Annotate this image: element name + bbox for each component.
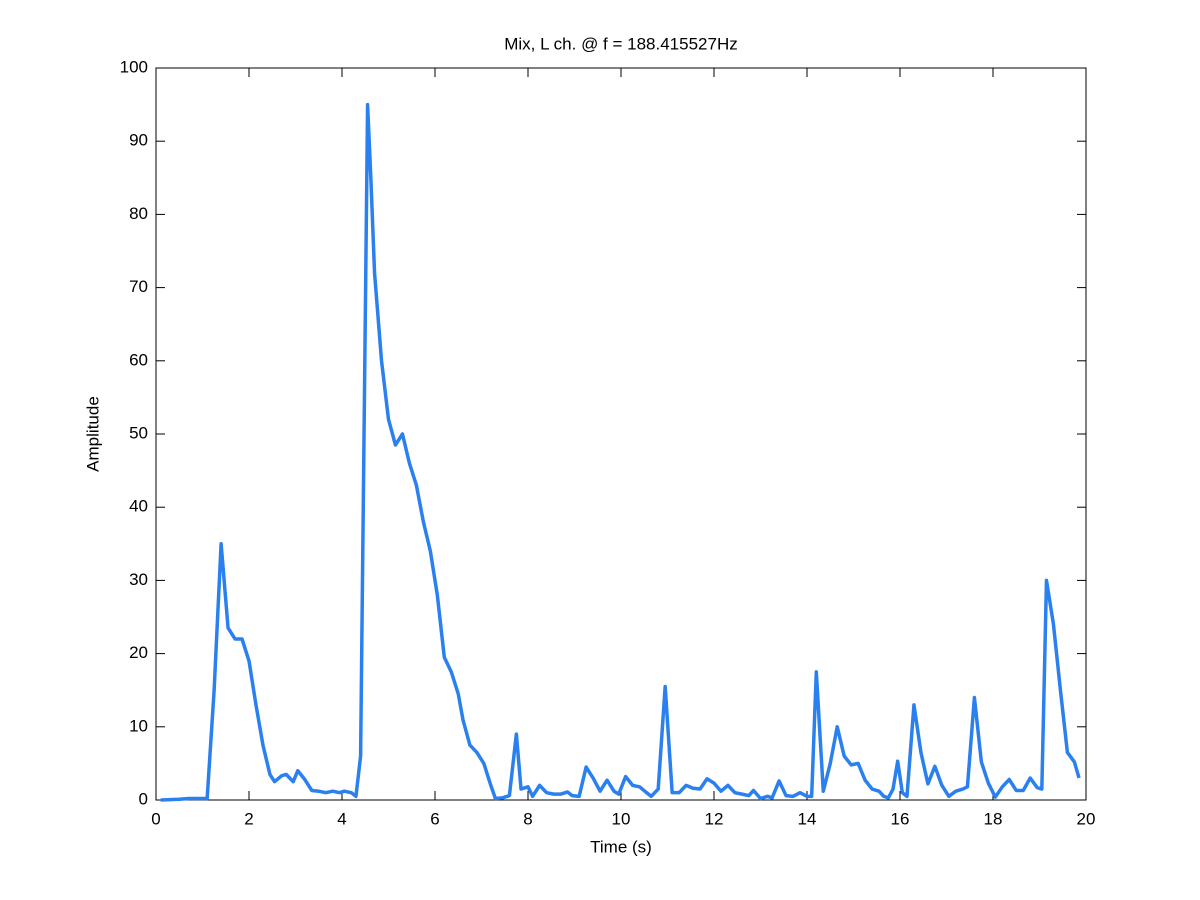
y-tick-label: 20: [129, 643, 148, 662]
x-tick-label: 6: [430, 809, 439, 828]
y-tick-label: 100: [120, 57, 148, 76]
chart-title: Mix, L ch. @ f = 188.415527Hz: [504, 34, 738, 53]
data-line: [160, 102, 1081, 802]
x-tick-label: 4: [337, 809, 346, 828]
x-tick-label: 2: [244, 809, 253, 828]
x-tick-label: 0: [151, 809, 160, 828]
y-tick-label: 40: [129, 497, 148, 516]
y-axis-label: Amplitude: [83, 396, 102, 472]
x-tick-label: 16: [891, 809, 910, 828]
y-tick-label: 0: [139, 789, 148, 808]
x-tick-label: 20: [1077, 809, 1096, 828]
x-tick-label: 18: [984, 809, 1003, 828]
x-axis-label: Time (s): [590, 837, 652, 856]
y-tick-label: 90: [129, 131, 148, 150]
y-tick-label: 80: [129, 204, 148, 223]
x-tick-label: 12: [705, 809, 724, 828]
x-tick-label: 14: [798, 809, 817, 828]
x-tick-label: 10: [612, 809, 631, 828]
y-tick-label: 60: [129, 350, 148, 369]
y-tick-label: 10: [129, 716, 148, 735]
y-tick-label: 50: [129, 423, 148, 442]
plot-frame: [155, 67, 1087, 801]
y-tick-label: 30: [129, 570, 148, 589]
y-tick-label: 70: [129, 277, 148, 296]
x-tick-label: 8: [523, 809, 532, 828]
